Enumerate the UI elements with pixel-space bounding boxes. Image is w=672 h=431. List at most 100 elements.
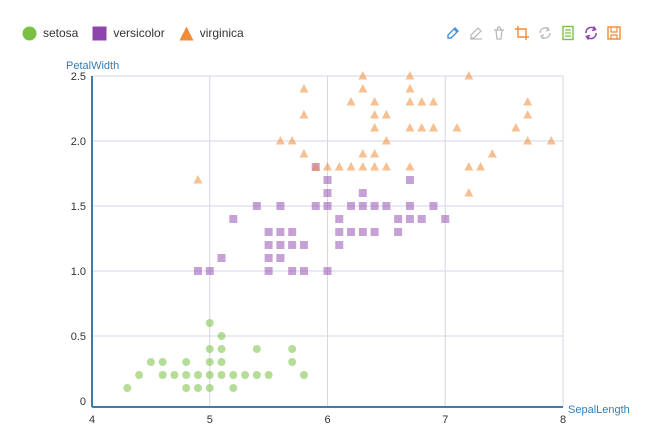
versicolor-point[interactable] bbox=[264, 254, 273, 262]
setosa-point[interactable] bbox=[217, 371, 226, 379]
virginica-point[interactable] bbox=[370, 162, 380, 171]
versicolor-point[interactable] bbox=[299, 267, 308, 275]
setosa-point[interactable] bbox=[299, 371, 308, 379]
eraser-icon[interactable] bbox=[468, 25, 484, 41]
setosa-point[interactable] bbox=[158, 371, 167, 379]
virginica-point[interactable] bbox=[546, 136, 556, 145]
virginica-point[interactable] bbox=[381, 162, 391, 171]
versicolor-point[interactable] bbox=[299, 241, 308, 249]
versicolor-point[interactable] bbox=[347, 202, 356, 210]
virginica-point[interactable] bbox=[323, 162, 332, 171]
setosa-point[interactable] bbox=[205, 345, 214, 353]
virginica-point[interactable] bbox=[464, 162, 474, 171]
versicolor-point[interactable] bbox=[429, 202, 438, 210]
setosa-point[interactable] bbox=[229, 371, 238, 379]
versicolor-point[interactable] bbox=[276, 254, 285, 262]
virginica-point[interactable] bbox=[275, 136, 285, 145]
setosa-point[interactable] bbox=[193, 384, 202, 392]
versicolor-point[interactable] bbox=[370, 202, 379, 210]
versicolor-point[interactable] bbox=[358, 228, 367, 236]
setosa-point[interactable] bbox=[158, 358, 167, 366]
versicolor-point[interactable] bbox=[323, 267, 332, 275]
versicolor-point[interactable] bbox=[323, 176, 332, 184]
versicolor-point[interactable] bbox=[370, 228, 379, 236]
versicolor-point[interactable] bbox=[358, 189, 367, 197]
versicolor-point[interactable] bbox=[405, 176, 414, 184]
setosa-point[interactable] bbox=[264, 371, 273, 379]
versicolor-point[interactable] bbox=[358, 202, 367, 210]
virginica-point[interactable] bbox=[370, 149, 380, 158]
versicolor-point[interactable] bbox=[394, 215, 403, 223]
setosa-point[interactable] bbox=[182, 371, 191, 379]
virginica-point[interactable] bbox=[299, 149, 309, 158]
virginica-point[interactable] bbox=[405, 84, 415, 93]
versicolor-point[interactable] bbox=[441, 215, 450, 223]
virginica-point[interactable] bbox=[311, 162, 321, 171]
virginica-point[interactable] bbox=[523, 97, 533, 106]
versicolor-point[interactable] bbox=[382, 202, 391, 210]
setosa-point[interactable] bbox=[217, 332, 226, 340]
virginica-point[interactable] bbox=[346, 97, 356, 106]
setosa-point[interactable] bbox=[182, 384, 191, 392]
versicolor-point[interactable] bbox=[347, 228, 356, 236]
virginica-point[interactable] bbox=[428, 97, 438, 106]
setosa-point[interactable] bbox=[217, 358, 226, 366]
versicolor-point[interactable] bbox=[264, 241, 273, 249]
versicolor-point[interactable] bbox=[405, 202, 414, 210]
setosa-point[interactable] bbox=[205, 319, 214, 327]
setosa-point[interactable] bbox=[193, 371, 202, 379]
versicolor-point[interactable] bbox=[323, 189, 332, 197]
versicolor-point[interactable] bbox=[394, 228, 403, 236]
versicolor-point[interactable] bbox=[405, 215, 414, 223]
setosa-point[interactable] bbox=[241, 371, 250, 379]
versicolor-point[interactable] bbox=[193, 267, 202, 275]
setosa-point[interactable] bbox=[135, 371, 144, 379]
versicolor-point[interactable] bbox=[335, 228, 344, 236]
versicolor-point[interactable] bbox=[288, 241, 297, 249]
versicolor-point[interactable] bbox=[264, 228, 273, 236]
virginica-point[interactable] bbox=[417, 123, 427, 132]
virginica-point[interactable] bbox=[476, 162, 486, 171]
setosa-point[interactable] bbox=[123, 384, 132, 392]
legend-item-versicolor[interactable]: versicolor bbox=[92, 26, 165, 41]
versicolor-point[interactable] bbox=[264, 267, 273, 275]
versicolor-point[interactable] bbox=[417, 215, 426, 223]
virginica-point[interactable] bbox=[487, 149, 497, 158]
virginica-point[interactable] bbox=[358, 149, 368, 158]
virginica-point[interactable] bbox=[405, 123, 415, 132]
versicolor-point[interactable] bbox=[288, 267, 297, 275]
save-image-icon[interactable] bbox=[606, 25, 622, 41]
virginica-point[interactable] bbox=[523, 110, 533, 119]
virginica-point[interactable] bbox=[523, 136, 533, 145]
setosa-point[interactable] bbox=[205, 371, 214, 379]
setosa-point[interactable] bbox=[205, 358, 214, 366]
versicolor-point[interactable] bbox=[311, 202, 320, 210]
restore-icon[interactable] bbox=[583, 25, 599, 41]
virginica-point[interactable] bbox=[370, 97, 380, 106]
virginica-point[interactable] bbox=[370, 123, 380, 132]
virginica-point[interactable] bbox=[358, 84, 368, 93]
virginica-point[interactable] bbox=[417, 97, 427, 106]
versicolor-point[interactable] bbox=[323, 202, 332, 210]
setosa-point[interactable] bbox=[170, 371, 179, 379]
virginica-point[interactable] bbox=[464, 188, 474, 197]
crop-icon[interactable] bbox=[514, 25, 530, 41]
virginica-point[interactable] bbox=[381, 110, 391, 119]
virginica-point[interactable] bbox=[405, 97, 415, 106]
setosa-point[interactable] bbox=[205, 384, 214, 392]
virginica-point[interactable] bbox=[464, 71, 474, 80]
versicolor-point[interactable] bbox=[335, 241, 344, 249]
setosa-point[interactable] bbox=[229, 384, 238, 392]
versicolor-point[interactable] bbox=[276, 202, 285, 210]
versicolor-point[interactable] bbox=[288, 228, 297, 236]
virginica-point[interactable] bbox=[346, 162, 356, 171]
setosa-point[interactable] bbox=[146, 358, 155, 366]
virginica-point[interactable] bbox=[287, 136, 297, 145]
pencil-icon[interactable] bbox=[445, 25, 461, 41]
setosa-point[interactable] bbox=[252, 371, 261, 379]
setosa-point[interactable] bbox=[217, 345, 226, 353]
virginica-point[interactable] bbox=[193, 175, 203, 184]
setosa-point[interactable] bbox=[252, 345, 261, 353]
virginica-point[interactable] bbox=[358, 162, 368, 171]
setosa-point[interactable] bbox=[288, 358, 297, 366]
